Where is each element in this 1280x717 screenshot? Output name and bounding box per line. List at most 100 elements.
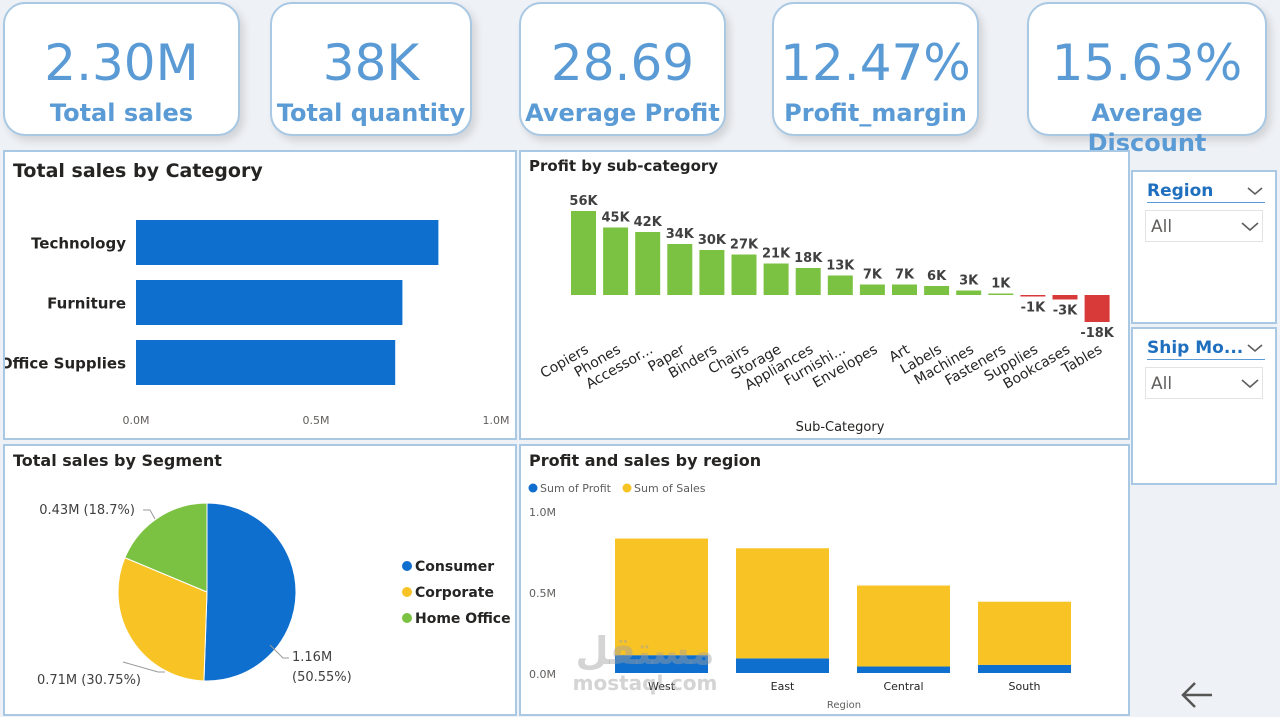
kpi-card-average-profit: 28.69 Average Profit <box>519 2 726 136</box>
legend-marker <box>402 561 412 571</box>
subcategory-bar <box>924 286 950 295</box>
category-label: West <box>648 680 676 693</box>
kpi-label: Profit_margin <box>784 99 967 127</box>
category-bar <box>136 220 439 265</box>
leader-line <box>143 509 156 520</box>
stacked-bar-segment <box>978 601 1071 665</box>
data-label: 0.71M (30.75%) <box>37 673 141 688</box>
kpi-value: 12.47% <box>780 34 971 92</box>
subcategory-bar <box>635 232 661 295</box>
kpi-label: Average Discount <box>1087 99 1207 157</box>
y-tick-label: 0.5M <box>529 587 556 600</box>
slicer-header[interactable]: Region <box>1147 180 1265 203</box>
stacked-bar-segment <box>615 655 708 673</box>
kpi-label: Average Profit <box>525 99 720 127</box>
data-label: 13K <box>826 259 855 274</box>
subcategory-bar <box>603 227 629 295</box>
legend-label: Consumer <box>415 559 494 575</box>
x-tick-label: 0.0M <box>123 414 150 427</box>
data-label: 27K <box>730 238 759 253</box>
category-label: Central <box>883 680 923 693</box>
chevron-down-icon[interactable] <box>1240 211 1260 243</box>
kpi-label: Total sales <box>49 99 194 127</box>
subcategory-bar <box>988 293 1014 295</box>
stacked-bar-segment <box>978 664 1071 673</box>
category-bar-chart[interactable]: Technology Furniture Office Supplies 0.0M 0.… <box>5 152 517 440</box>
subcategory-bar <box>859 284 885 295</box>
category-label: East <box>771 680 795 693</box>
subcategory-bar <box>956 290 982 295</box>
chart-title: Profit and sales by region <box>529 451 762 470</box>
kpi-value: 2.30M <box>44 34 199 92</box>
kpi-card-total-quantity: 38K Total quantity <box>270 2 472 136</box>
region-slicer[interactable]: Region All <box>1131 170 1277 324</box>
stacked-bar-segment <box>857 666 950 673</box>
slicer-title: Region <box>1147 181 1214 201</box>
subcategory-bar <box>1020 295 1046 297</box>
data-label: -3K <box>1053 304 1078 319</box>
chart-title: Total sales by Segment <box>13 451 222 470</box>
chevron-down-icon[interactable] <box>1247 180 1263 202</box>
chart-title: Profit by sub-category <box>529 157 719 175</box>
chevron-down-icon[interactable] <box>1247 337 1263 359</box>
stacked-bar-segment <box>736 658 829 673</box>
category-bar <box>136 340 396 385</box>
watermark-url: mostaql.com <box>572 671 718 695</box>
legend-label: Sum of Sales <box>634 482 706 495</box>
data-label: 18K <box>794 251 823 266</box>
watermark-logo: مستقل <box>575 629 715 673</box>
data-label: 42K <box>634 215 663 230</box>
ship-mode-dropdown[interactable]: All <box>1145 367 1263 399</box>
back-arrow-icon[interactable] <box>1180 680 1214 710</box>
chevron-down-icon[interactable] <box>1240 368 1260 400</box>
data-label: 21K <box>762 247 791 262</box>
kpi-label: Total quantity <box>276 99 466 127</box>
subcategory-bar-chart[interactable]: 56KCopiers45KPhones42KAccessor...34KPape… <box>521 152 1130 440</box>
kpi-card-average-discount: 15.63% Average Discount <box>1027 2 1267 157</box>
kpi-value: 28.69 <box>550 34 695 92</box>
segment-pie-chart[interactable]: 1.16M (50.55%) 0.71M (30.75%) 0.43M (18.7%)… <box>5 446 517 716</box>
chart-title: Total sales by Category <box>13 160 263 182</box>
data-label: 1.16M <box>292 650 332 665</box>
y-tick-label: 1.0M <box>529 506 556 519</box>
data-label: -18K <box>1080 326 1114 341</box>
data-label: 45K <box>602 211 631 226</box>
ship-mode-slicer[interactable]: Ship Mo... All <box>1131 327 1277 485</box>
x-axis-label: Region <box>827 700 861 711</box>
data-label: 7K <box>895 268 915 283</box>
stacked-bar-segment <box>857 585 950 667</box>
category-label: Furniture <box>47 295 126 313</box>
legend-marker <box>622 483 632 493</box>
subcategory-bar <box>892 284 917 295</box>
data-label: 3K <box>959 274 979 289</box>
y-tick-label: 0.0M <box>529 668 556 681</box>
x-axis-label: Sub-Category <box>796 420 885 435</box>
data-label: 0.43M (18.7%) <box>39 503 135 518</box>
subcategory-bar <box>1084 295 1110 322</box>
subcategory-bar <box>827 275 853 295</box>
subcategory-bar <box>763 263 789 295</box>
kpi-card-total-sales: 2.30M Total sales <box>3 2 240 136</box>
subcategory-bar <box>1052 295 1078 300</box>
segment-sales-panel[interactable]: Total sales by Segment 1.16M (50.55%) 0.71… <box>3 444 517 716</box>
data-label: -1K <box>1021 301 1046 316</box>
category-sales-panel[interactable]: Total sales by Category Technology Furnit… <box>3 150 517 440</box>
data-label: 30K <box>698 233 727 248</box>
data-label-percent: (50.55%) <box>292 670 352 685</box>
region-panel[interactable]: Profit and sales by region 0.0M 0.5M 1.0M W… <box>519 444 1130 716</box>
kpi-value: 15.63% <box>1051 34 1243 92</box>
legend-label: Corporate <box>415 585 494 601</box>
subcategory-profit-panel[interactable]: Profit by sub-category 56K Copiers 45K Phon… <box>519 150 1130 440</box>
category-bar <box>136 280 403 325</box>
legend-marker <box>402 587 412 597</box>
x-tick-label: 1.0M <box>483 414 510 427</box>
data-label: 1K <box>991 277 1011 292</box>
legend-marker <box>528 483 538 493</box>
region-dropdown[interactable]: All <box>1145 210 1263 242</box>
stacked-bar-segment <box>615 538 708 656</box>
subcategory-bar <box>795 268 821 295</box>
slicer-header[interactable]: Ship Mo... <box>1147 337 1265 360</box>
category-label: South <box>1009 680 1041 693</box>
dropdown-value: All <box>1151 217 1173 237</box>
region-stacked-bar-chart[interactable]: 0.0M 0.5M 1.0M West East Central South Sum of P… <box>521 446 1130 716</box>
